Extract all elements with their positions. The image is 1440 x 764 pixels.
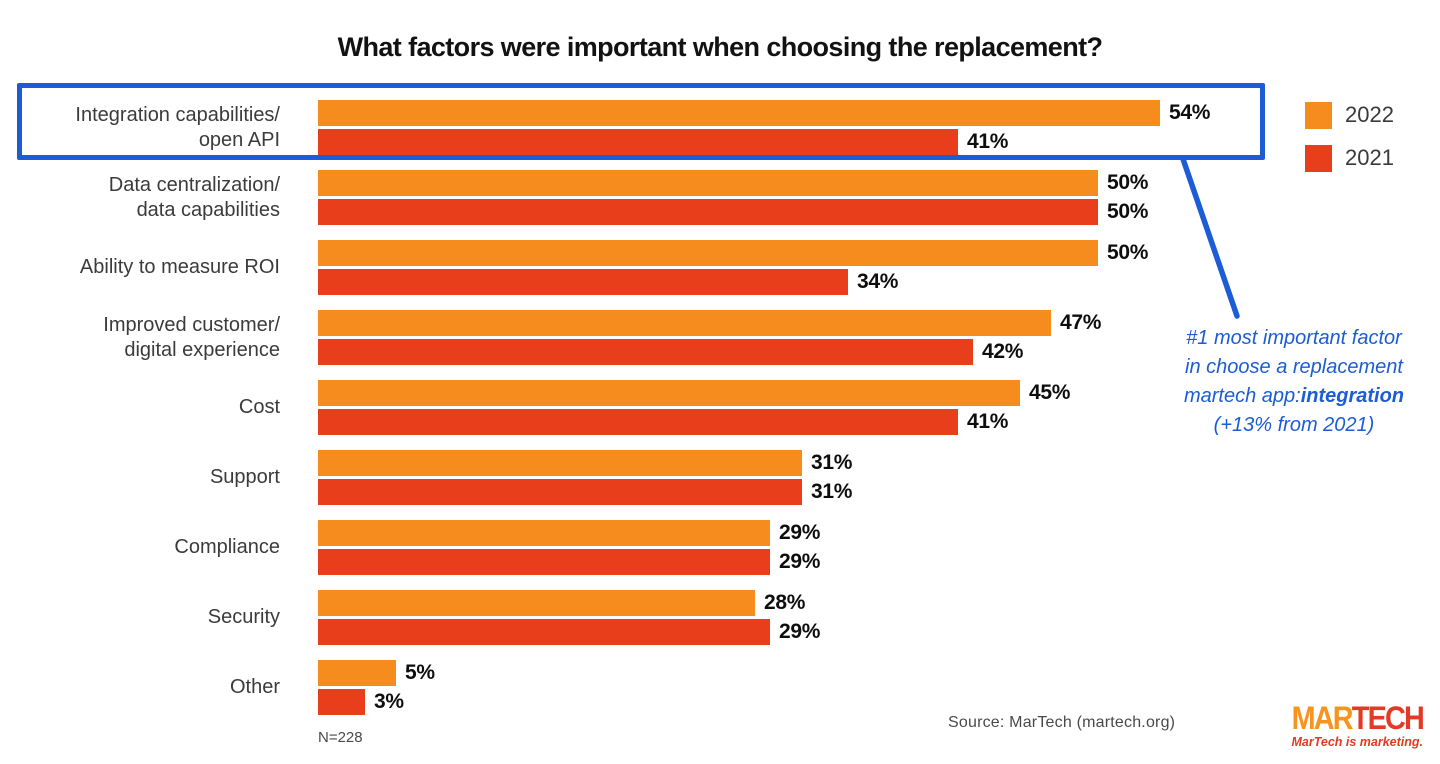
- bar-2021: [318, 689, 365, 715]
- chart-row: Improved customer/ digital experience 47…: [0, 310, 1210, 365]
- value-label-2022: 29%: [779, 521, 821, 544]
- legend-swatch-2021: [1305, 144, 1332, 172]
- legend-label: 2021: [1345, 145, 1394, 170]
- bar-2022: [318, 380, 1020, 406]
- bar-2022: [318, 310, 1051, 336]
- legend-item-2021: 2021: [1305, 144, 1394, 172]
- category-label: Other: [229, 676, 280, 698]
- bar-2021: [318, 269, 848, 295]
- chart-row: Integration capabilities/ open API 54% 4…: [0, 100, 1210, 155]
- category-label: Cost: [238, 396, 280, 418]
- chart-row: Other 5% 3%: [0, 660, 1210, 715]
- legend-label: 2022: [1345, 102, 1394, 127]
- legend: 2022 2021: [1305, 101, 1394, 172]
- bar-2021: [318, 199, 1098, 225]
- sample-size-label: N=228: [318, 729, 363, 746]
- bar-2022: [318, 240, 1098, 266]
- bar-group: 50% 34%: [318, 240, 1148, 295]
- value-label-2022: 54%: [1169, 101, 1211, 124]
- martech-logo-wordmark: MARTECH: [1291, 700, 1425, 736]
- value-label-2022: 28%: [764, 591, 806, 614]
- bar-group: 29% 29%: [318, 520, 820, 575]
- category-label: Security: [207, 606, 280, 628]
- legend-item-2022: 2022: [1305, 101, 1394, 129]
- bar-2021: [318, 549, 770, 575]
- bar-group: 47% 42%: [318, 310, 1101, 365]
- bar-2021: [318, 409, 958, 435]
- callout-note: #1 most important factor in choose a rep…: [1148, 324, 1440, 440]
- bar-group: 50% 50%: [318, 170, 1148, 225]
- callout-note-emphasis: integration: [1300, 385, 1405, 407]
- chart-row: Data centralization/ data capabilities 5…: [0, 170, 1210, 225]
- chart-row: Cost 45% 41%: [0, 380, 1210, 435]
- bar-2022: [318, 170, 1098, 196]
- value-label-2021: 42%: [982, 340, 1024, 363]
- callout-note-line: #1 most important factor: [1186, 327, 1402, 349]
- category-label: Improved customer/ digital experience: [103, 313, 280, 361]
- martech-logo-tagline: MarTech is marketing.: [1291, 735, 1423, 749]
- value-label-2021: 41%: [967, 410, 1009, 433]
- chart-title: What factors were important when choosin…: [337, 32, 1103, 62]
- bar-2022: [318, 660, 396, 686]
- bar-2021: [318, 619, 770, 645]
- callout-note-line: martech app:integration: [1183, 385, 1405, 407]
- value-label-2022: 5%: [405, 661, 435, 684]
- bar-2022: [318, 590, 755, 616]
- category-label: Ability to measure ROI: [79, 256, 280, 278]
- bar-group: 45% 41%: [318, 380, 1070, 435]
- legend-swatch-2022: [1305, 101, 1332, 129]
- value-label-2022: 50%: [1107, 171, 1149, 194]
- bar-2021: [318, 339, 973, 365]
- value-label-2022: 45%: [1029, 381, 1071, 404]
- value-label-2021: 29%: [779, 620, 821, 643]
- category-label: Integration capabilities/ open API: [75, 103, 280, 151]
- value-label-2022: 50%: [1107, 241, 1149, 264]
- bar-2021: [318, 479, 802, 505]
- bar-group: 5% 3%: [318, 660, 435, 715]
- chart-area: Integration capabilities/ open API 54% 4…: [0, 100, 1210, 715]
- value-label-2021: 34%: [857, 270, 899, 293]
- chart-row: Security 28% 29%: [0, 590, 1210, 645]
- callout-note-line: (+13% from 2021): [1213, 414, 1375, 436]
- chart-row: Support 31% 31%: [0, 450, 1210, 505]
- category-label: Data centralization/ data capabilities: [108, 173, 280, 221]
- category-label: Compliance: [174, 536, 280, 558]
- bar-group: 31% 31%: [318, 450, 852, 505]
- chart-row: Compliance 29% 29%: [0, 520, 1210, 575]
- value-label-2021: 29%: [779, 550, 821, 573]
- value-label-2021: 41%: [967, 130, 1009, 153]
- bar-group: 28% 29%: [318, 590, 820, 645]
- bar-2021: [318, 129, 958, 155]
- source-attribution: Source: MarTech (martech.org): [948, 714, 1176, 731]
- value-label-2022: 47%: [1060, 311, 1102, 334]
- value-label-2021: 31%: [811, 480, 853, 503]
- value-label-2021: 3%: [374, 690, 404, 713]
- bar-2022: [318, 520, 770, 546]
- value-label-2022: 31%: [811, 451, 853, 474]
- value-label-2021: 50%: [1107, 200, 1149, 223]
- category-label: Support: [209, 466, 280, 488]
- bar-2022: [318, 100, 1160, 126]
- bar-2022: [318, 450, 802, 476]
- martech-logo: MARTECH MarTech is marketing.: [1237, 700, 1425, 749]
- bar-group: 54% 41%: [318, 100, 1210, 155]
- callout-note-line: in choose a replacement: [1185, 356, 1403, 378]
- chart-row: Ability to measure ROI 50% 34%: [0, 240, 1210, 295]
